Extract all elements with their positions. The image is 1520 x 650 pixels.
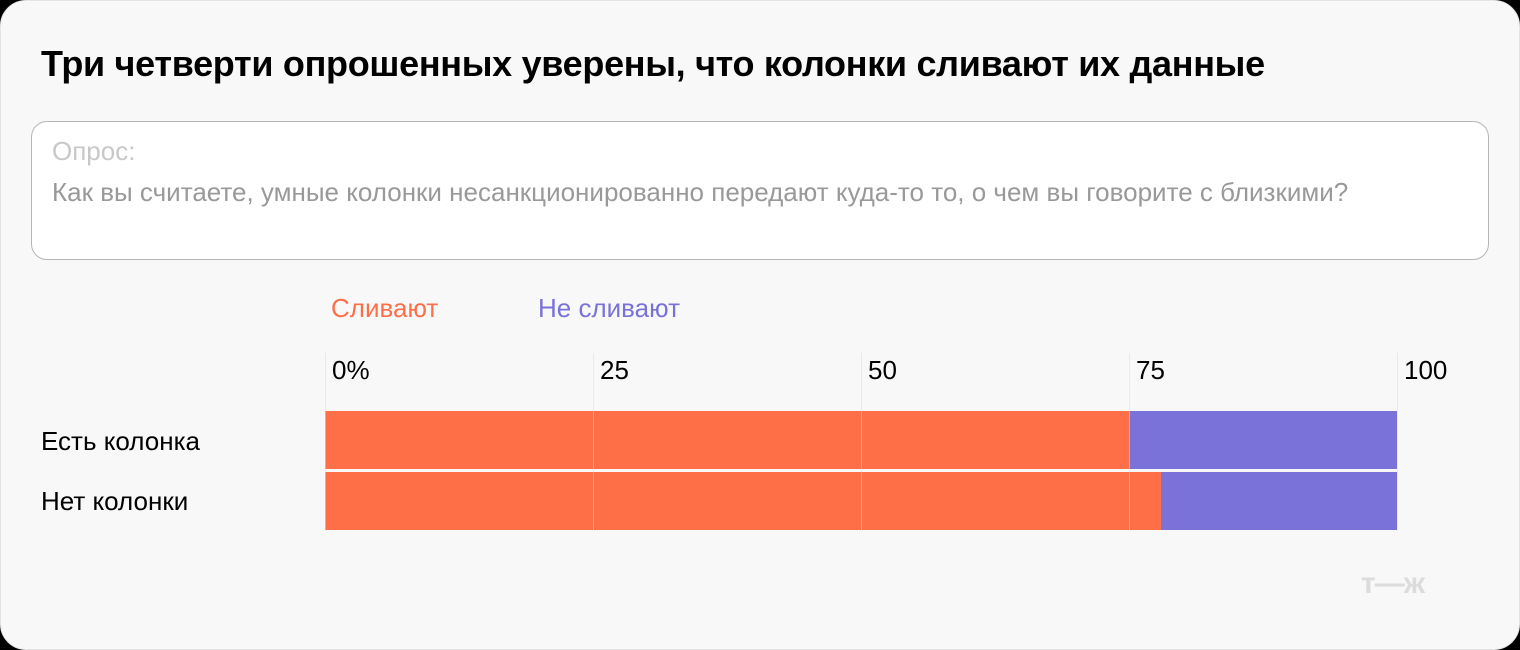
gridline [1129,353,1130,531]
tick-label: 75 [1136,355,1165,385]
survey-box: Опрос: Как вы считаете, умные колонки не… [31,121,1489,260]
chart-title: Три четверти опрошенных уверены, что кол… [41,43,1265,84]
gridline [1397,353,1398,531]
bar-leak [325,411,1129,469]
tick-label: 100 [1404,355,1448,385]
legend-leak: Сливают [331,293,439,323]
bar-no-leak [1129,411,1397,469]
gridline [593,353,594,531]
tick-label: 50 [868,355,897,385]
legend-no-leak: Не сливают [538,293,680,323]
gridline [325,353,326,531]
survey-question: Как вы считаете, умные колонки несанкцио… [52,177,1349,207]
tj-logo: т—ж [1361,567,1425,600]
survey-label: Опрос: [52,136,136,166]
bar-no-leak [1161,472,1397,530]
gridline [861,353,862,531]
tick-label: 0% [332,355,370,385]
tick-label: 25 [600,355,629,385]
row-label-has-speaker: Есть колонка [41,426,200,456]
row-label-no-speaker: Нет колонки [41,486,189,516]
bar-leak [325,472,1162,530]
